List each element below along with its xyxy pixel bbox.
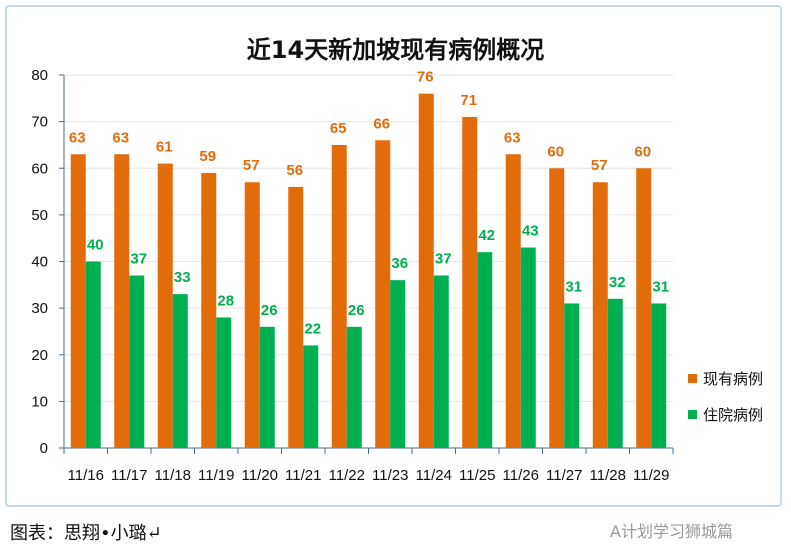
x-tick-label: 11/17 (111, 467, 147, 484)
x-tick-label: 11/29 (633, 467, 669, 484)
data-label: 37 (130, 250, 147, 267)
data-label: 60 (547, 143, 564, 160)
y-tick-label: 80 (31, 67, 48, 84)
bar-hospitalized (303, 345, 319, 448)
data-label: 26 (348, 302, 365, 319)
data-label: 42 (478, 227, 495, 244)
bar-current (114, 154, 130, 448)
bar-current (201, 172, 217, 448)
legend-item-hospital: 住院病例 (688, 404, 763, 425)
data-label: 63 (504, 129, 521, 146)
legend-label: 住院病例 (703, 406, 764, 424)
y-tick-label: 0 (40, 440, 48, 457)
data-label: 37 (435, 250, 452, 267)
x-tick-label: 11/24 (416, 467, 452, 484)
bar-hospitalized (651, 303, 667, 448)
x-tick-label: 11/22 (329, 467, 365, 484)
y-tick-label: 20 (31, 347, 48, 364)
bar-hospitalized (259, 326, 275, 448)
x-tick-label: 11/27 (546, 467, 582, 484)
caption: 图表：思翔•小璐↵ (10, 523, 162, 544)
bar-hospitalized (564, 303, 580, 448)
watermark: A计划学习狮城篇 (610, 522, 733, 541)
bar-hospitalized (129, 275, 145, 448)
x-tick-label: 11/25 (459, 467, 495, 484)
bar-hospitalized (346, 326, 362, 448)
x-tick-label: 11/19 (198, 467, 234, 484)
data-label: 57 (591, 157, 608, 174)
legend-label: 现有病例 (703, 370, 764, 388)
bar-hospitalized (216, 317, 232, 448)
data-label: 33 (174, 269, 191, 286)
y-tick-label: 60 (31, 160, 48, 177)
x-tick-label: 11/21 (285, 467, 321, 484)
bar-hospitalized (433, 275, 449, 448)
bar-hospitalized (520, 247, 536, 448)
data-label: 61 (156, 139, 173, 156)
data-label: 43 (522, 223, 539, 240)
legend-swatch (688, 410, 697, 419)
bar-current (462, 116, 478, 449)
x-tick-label: 11/28 (590, 467, 626, 484)
data-label: 63 (69, 129, 86, 146)
data-label: 40 (87, 237, 104, 254)
bar-current (592, 182, 608, 449)
bar-current (244, 182, 260, 449)
x-tick-label: 11/23 (372, 467, 408, 484)
bar-current (636, 168, 652, 448)
data-label: 66 (373, 115, 390, 132)
x-tick-label: 11/16 (68, 467, 104, 484)
data-label: 22 (304, 320, 321, 337)
bar-current (157, 163, 173, 448)
data-label: 26 (261, 302, 278, 319)
x-tick-label: 11/20 (242, 467, 278, 484)
data-label: 76 (417, 69, 434, 86)
y-tick-label: 50 (31, 207, 48, 224)
bar-current (288, 186, 304, 448)
bar-chart: 0 10 20 30 40 50 60 70 80 11/16 63 40 11/17 63 37 11/18… (31, 67, 674, 484)
data-label: 60 (634, 143, 651, 160)
bar-hospitalized (390, 280, 406, 448)
chart-title: 近14天新加坡现有病例概况 (246, 36, 545, 64)
data-label: 28 (217, 292, 234, 309)
data-label: 71 (460, 92, 477, 109)
bar-current (418, 93, 434, 449)
data-label: 63 (112, 129, 129, 146)
y-tick-label: 30 (31, 300, 48, 317)
legend-swatch (688, 374, 697, 383)
bar-current (505, 154, 521, 448)
data-label: 57 (243, 157, 260, 174)
x-tick-label: 11/26 (503, 467, 539, 484)
data-label: 36 (391, 255, 408, 272)
bar-hospitalized (85, 261, 101, 448)
bar-hospitalized (172, 294, 188, 448)
bar-hospitalized (477, 252, 493, 448)
bar-current (549, 168, 565, 448)
data-label: 56 (286, 162, 303, 179)
bar-current (70, 154, 86, 448)
bar-current (331, 144, 347, 448)
data-label: 32 (609, 274, 626, 291)
y-tick-label: 40 (31, 254, 48, 271)
data-label: 31 (652, 278, 669, 295)
data-label: 31 (565, 278, 582, 295)
bar-hospitalized (607, 298, 623, 448)
y-tick-label: 70 (31, 114, 48, 131)
y-tick-label: 10 (31, 393, 48, 410)
legend-item-current: 现有病例 (688, 368, 763, 389)
data-label: 65 (330, 120, 347, 137)
bar-current (375, 140, 391, 448)
data-label: 59 (199, 148, 216, 165)
x-tick-label: 11/18 (155, 467, 191, 484)
